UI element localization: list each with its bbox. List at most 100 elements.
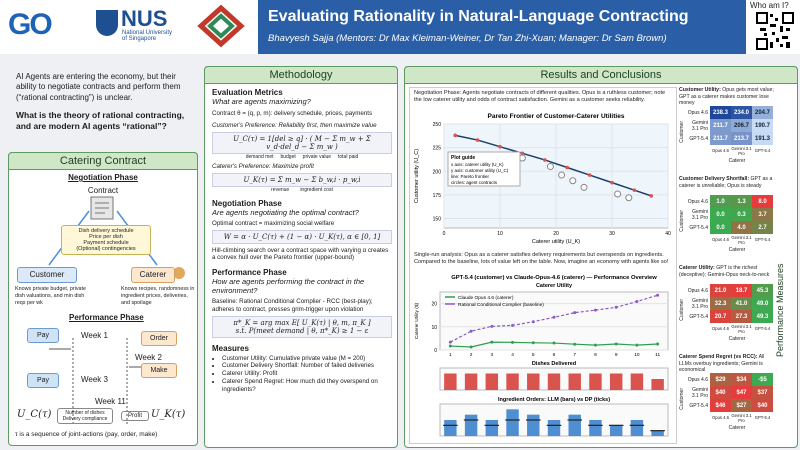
- heatmap-cell: 49.3: [752, 310, 773, 323]
- heatmap-row: Customer Opus 4.6 1.0 1.3 8.0 Gemini 3.1 Pro 0…: [679, 195, 775, 247]
- x-tick-label: 20: [553, 231, 559, 237]
- heatmap-cell: 4.0: [731, 221, 752, 234]
- heatmap-row: GPT-5.4 0.0 4.0 2.7: [686, 221, 773, 234]
- row-label: Opus 4.6: [687, 198, 708, 205]
- text: Customer's Preference: Reliability first…: [212, 121, 377, 129]
- col-labels: Opus 4.6 Gemini 3.1 Pro GPT-5.4: [686, 234, 773, 247]
- heatmap-cell: 191.3: [752, 132, 773, 145]
- bar: [589, 420, 602, 436]
- frontier-point: [498, 144, 502, 149]
- heatmap: Opus 4.6 238.3 234.0 204.7 Gemini 3.1 Pro 211…: [686, 106, 773, 158]
- heatmap-caption: Customer Delivery Shortfall: GPT as a ca…: [679, 176, 775, 195]
- heatmap-row: Opus 4.6 1.0 1.3 8.0: [686, 195, 773, 208]
- bar: [485, 373, 499, 390]
- run-text: Single-run analysis: Opus as a caterer s…: [414, 252, 669, 265]
- section-title: Measures: [212, 343, 249, 353]
- heatmap-block: Caterer Spend Regret (vs RCC): All LLMs …: [679, 354, 775, 443]
- caterer-icon: [173, 267, 185, 279]
- heatmap-cell: 238.3: [710, 106, 731, 119]
- measures-list: Customer Utility: Cumulative private val…: [212, 355, 392, 394]
- x-tick-label: 1: [449, 352, 452, 358]
- bar: [444, 420, 457, 436]
- uc-terms: Number of dishes Delivery compliance: [57, 408, 113, 424]
- go-logo: GO: [8, 8, 53, 41]
- heatmap-cell: 45.3: [752, 284, 773, 297]
- col-label: GPT-5.4: [754, 237, 771, 243]
- qr-finder: [782, 12, 794, 24]
- series-point: [635, 343, 639, 347]
- series-point: [552, 341, 556, 345]
- heatmap-row: Customer Opus 4.6 238.3 234.0 204.7 Gemini 3.…: [679, 106, 775, 158]
- y-tick-label: 150: [433, 217, 442, 223]
- heatmap-desc: Opus gets most value; GPT as a caterer m…: [679, 87, 774, 106]
- row-label: GPT-5.4: [689, 224, 708, 231]
- heatmap: Opus 4.6 21.0 18.7 45.3 Gemini 3.1 Pro 32.3 41…: [686, 284, 773, 336]
- heatmap-column: Customer Utility: Opus gets most value; …: [679, 87, 775, 443]
- authors: Bhavyesh Sajja (Mentors: Dr Max Kleiman-…: [268, 33, 667, 44]
- contract-lines: [95, 202, 109, 214]
- qr-finder: [756, 38, 768, 50]
- x-tick-label: 8: [594, 352, 597, 358]
- measure-item: Caterer Spend Regret: How much did they …: [222, 378, 392, 394]
- frontier-point: [543, 158, 547, 162]
- contract-point: [614, 190, 622, 198]
- frontier-point: [632, 188, 637, 192]
- heatmap-cell: 190.7: [752, 119, 773, 132]
- heatmap-title: Customer Utility:: [679, 87, 721, 93]
- timeline: [72, 338, 128, 425]
- x-tick-label: 7: [573, 352, 576, 358]
- col-axis-label: Caterer: [728, 247, 746, 253]
- row-label: Gemini 3.1 Pro: [691, 297, 708, 310]
- row-axis-label: Customer: [679, 388, 685, 410]
- make-box: Make: [141, 363, 177, 378]
- corner: [686, 412, 710, 425]
- bar: [527, 414, 540, 436]
- heatmap-cell: 204.7: [752, 106, 773, 119]
- row-label: GPT-5.4: [689, 313, 708, 320]
- x-tick-label: 10: [497, 231, 503, 237]
- contract-point: [546, 163, 554, 171]
- x-tick-label: 6: [553, 352, 556, 358]
- heatmap-row: Gemini 3.1 Pro 32.3 41.0 49.0: [686, 297, 773, 310]
- heatmap-cell: 0.3: [731, 208, 752, 221]
- x-axis-label: Caterer utility (U_K): [532, 239, 580, 245]
- qr-modules: [760, 14, 790, 48]
- heatmap-cell: 206.7: [731, 119, 752, 132]
- row-axis-label: Customer: [679, 299, 685, 321]
- bar: [444, 373, 457, 390]
- heatmap-cell: $27: [731, 399, 752, 412]
- guide-line: x axis: caterer utility (U_K): [451, 162, 504, 167]
- section-title: Performance Phase: [69, 313, 144, 322]
- col-label: GPT-5.4: [754, 148, 771, 154]
- bar: [651, 430, 664, 436]
- caterer-label: Caterer: [131, 267, 175, 283]
- panel-title: Results and Conclusions: [404, 66, 798, 84]
- poster-title: Evaluating Rationality in Natural-Langua…: [268, 8, 689, 25]
- frontier-point: [565, 165, 569, 170]
- bar: [506, 409, 519, 436]
- panel-title: Catering Contract: [8, 152, 198, 170]
- x-tick-label: 5: [532, 352, 535, 358]
- x-tick-label: 2: [470, 352, 473, 358]
- heatmap-row: Opus 4.6 238.3 234.0 204.7: [686, 106, 773, 119]
- heatmap-cell: 27.3: [731, 310, 752, 323]
- who-label: Who am I?: [750, 1, 789, 10]
- methodology-body: Evaluation Metrics What are agents maxim…: [212, 88, 392, 393]
- heatmap-row: Opus 4.6 $29 $34 -$5: [686, 373, 773, 386]
- legend-label: Rational Conditional Complier (baseline): [458, 302, 544, 308]
- heatmap-cell: 1.3: [731, 195, 752, 208]
- y-tick-label: 225: [433, 146, 442, 152]
- x-tick-label: 4: [511, 352, 514, 358]
- series-point: [552, 315, 556, 319]
- frontier-point: [610, 180, 614, 185]
- frontier-point: [587, 173, 592, 177]
- heatmap-row: Gemini 3.1 Pro 211.7 206.7 190.7: [686, 119, 773, 132]
- heatmap-cell: 18.7: [731, 284, 752, 297]
- series-point: [490, 340, 494, 344]
- bar: [527, 373, 540, 390]
- x-tick-label: 0: [443, 231, 446, 237]
- order-box: Order: [141, 331, 177, 346]
- col-label: Gemini 3.1 Pro: [731, 324, 752, 334]
- heatmap-desc: All LLMs overbuy ingredients; Gemini is …: [679, 354, 765, 373]
